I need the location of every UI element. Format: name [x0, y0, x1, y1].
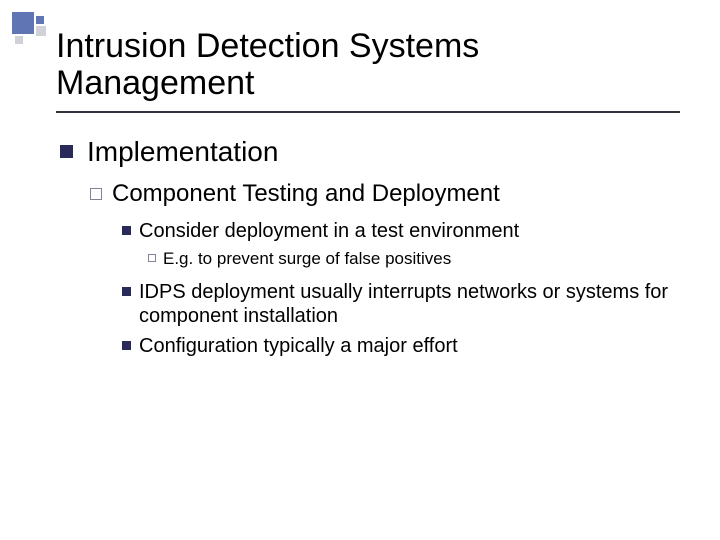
square-bullet-filled-icon [60, 145, 73, 158]
bullet-lvl1: Implementation [60, 135, 680, 169]
square-bullet-outline-icon [90, 188, 102, 200]
bullet-text: Consider deployment in a test environmen… [139, 219, 680, 243]
bullet-lvl3: Configuration typically a major effort [122, 334, 680, 358]
square-bullet-outline-icon [148, 254, 156, 262]
square-bullet-filled-icon [122, 226, 131, 235]
deco-square-small-blue [36, 16, 44, 24]
bullet-text: E.g. to prevent surge of false positives [163, 249, 680, 269]
bullet-text: Configuration typically a major effort [139, 334, 680, 358]
deco-square-large [12, 12, 34, 34]
bullet-lvl4: E.g. to prevent surge of false positives [148, 249, 680, 269]
slide: Intrusion Detection Systems Management I… [0, 0, 720, 540]
deco-square-gray-2 [15, 36, 23, 44]
bullet-lvl3: IDPS deployment usually interrupts netwo… [122, 280, 680, 328]
bullet-text: IDPS deployment usually interrupts netwo… [139, 280, 680, 328]
slide-title: Intrusion Detection Systems Management [56, 28, 680, 103]
square-bullet-filled-icon [122, 287, 131, 296]
bullet-lvl3: Consider deployment in a test environmen… [122, 219, 680, 243]
deco-square-gray-1 [36, 26, 46, 36]
bullet-lvl2: Component Testing and Deployment [90, 180, 680, 209]
bullet-text: Component Testing and Deployment [112, 180, 680, 209]
square-bullet-filled-icon [122, 341, 131, 350]
bullet-text: Implementation [87, 135, 680, 169]
title-underline [56, 111, 680, 113]
